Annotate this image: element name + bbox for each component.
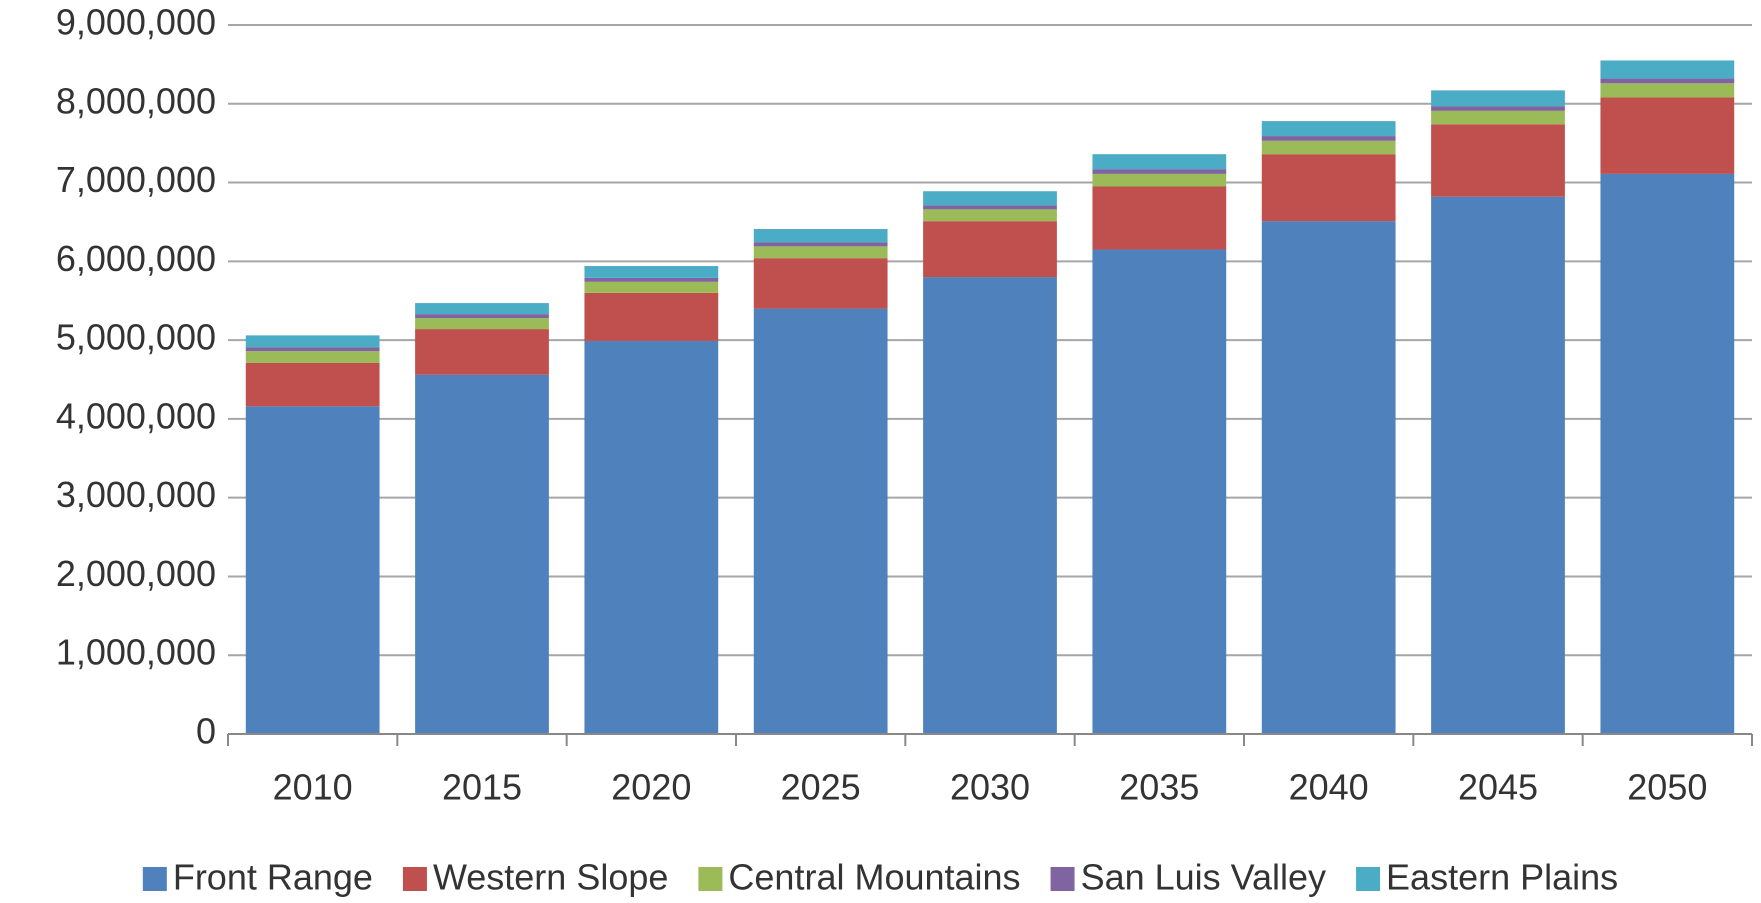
bar-segment [753,246,888,259]
y-tick-label: 3,000,000 [56,474,216,515]
bar-segment [245,362,380,407]
bar-segment [1092,154,1227,170]
legend-swatch [1050,867,1075,891]
y-tick-label: 2,000,000 [56,553,216,594]
legend-swatch [698,867,723,891]
bar-segment [584,292,719,341]
legend-label: San Luis Valley [1081,857,1326,898]
x-tick-label: 2010 [273,767,353,808]
bar-segment [245,347,380,352]
bar-segment [1261,154,1396,222]
bar-segment [415,329,549,375]
bar-segment [1092,169,1227,174]
bar-segment [1600,173,1735,734]
bar-segment [245,351,380,363]
y-tick-label: 4,000,000 [56,395,216,436]
y-tick-label: 7,000,000 [56,159,216,200]
bar-segment [1092,186,1227,250]
bar-segment [923,221,1057,278]
y-tick-label: 5,000,000 [56,317,216,358]
bar-segment [415,374,549,734]
y-tick-label: 9,000,000 [56,2,216,43]
x-tick-label: 2035 [1119,767,1199,808]
bar-segment [584,340,719,734]
bar-segment [1600,78,1735,84]
legend-label: Western Slope [433,857,668,898]
bar-segment [1431,124,1565,197]
bar-segment [753,242,888,247]
bar-segment [415,314,549,319]
x-tick-label: 2025 [781,767,861,808]
y-tick-label: 6,000,000 [56,238,216,279]
bar-segment [415,318,549,330]
bar-segment [1261,121,1396,137]
legend-swatch [1356,867,1381,891]
bar-segment [1092,249,1227,734]
bar-segment [753,229,888,243]
bar-segment [753,258,888,309]
x-tick-label: 2015 [442,767,522,808]
legend-label: Eastern Plains [1386,857,1618,898]
y-tick-label: 0 [196,711,216,752]
x-tick-label: 2045 [1458,767,1538,808]
bar-segment [1092,173,1227,187]
bar-segment [1261,136,1396,141]
bar-segment [1431,90,1565,107]
bar-segment [923,205,1057,210]
bar-segment [1261,221,1396,734]
bar-segment [415,303,549,315]
bar-segment [1431,106,1565,111]
bar-segment [245,406,380,734]
bar-segment [923,191,1057,206]
bar-segment [923,209,1057,222]
y-tick-label: 1,000,000 [56,632,216,673]
x-tick-label: 2040 [1289,767,1369,808]
legend-label: Front Range [173,857,373,898]
bar-segment [923,277,1057,734]
x-tick-label: 2050 [1627,767,1707,808]
bar-segment [245,335,380,348]
x-tick-label: 2020 [611,767,691,808]
bar-segment [1600,83,1735,98]
bar-segment [1431,196,1565,735]
bar-segment [584,281,719,293]
bar-segment [1600,97,1735,174]
bar-segment [753,308,888,734]
bar-segment [584,277,719,282]
legend-swatch [142,867,167,891]
y-tick-label: 8,000,000 [56,80,216,121]
bar-segment [584,266,719,278]
x-tick-label: 2030 [950,767,1030,808]
bar-segment [1261,140,1396,155]
bar-segment [1600,60,1735,79]
legend-label: Central Mountains [728,857,1020,898]
legend-swatch [402,867,427,891]
bar-segment [1431,110,1565,125]
